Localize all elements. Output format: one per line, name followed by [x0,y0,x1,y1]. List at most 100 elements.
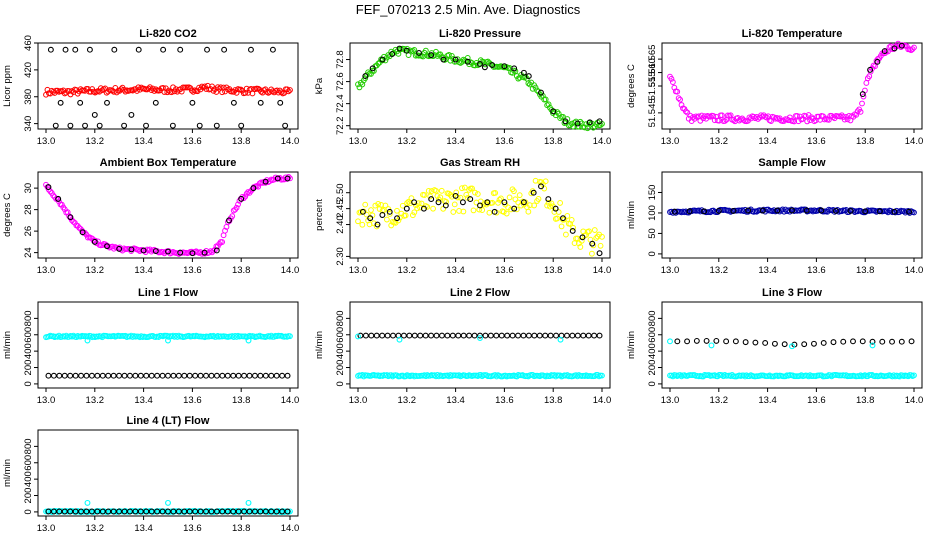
data-point [238,195,245,202]
data-point [269,46,276,53]
data-point [159,508,166,515]
data-point [56,372,63,379]
data-point [128,246,135,253]
plot-frame [37,171,299,259]
data-point [554,215,561,222]
data-point [357,209,364,215]
series-black [859,42,905,98]
data-point [545,101,552,108]
x-tick-label: 13.6 [183,523,202,534]
data-point [586,228,592,235]
data-point [678,102,685,108]
y-tick-label: 400 [23,343,34,359]
data-point [56,508,63,515]
x-tick-label: 13.0 [661,265,680,276]
data-point [463,191,470,198]
data-point [471,332,478,339]
data-point [379,212,386,218]
y-tick-label: 24 [23,247,34,258]
data-point [287,175,293,182]
series-cyan [43,332,293,341]
data-point [362,73,369,80]
data-point [257,99,264,106]
data-point [599,372,605,379]
data-point [83,508,90,515]
data-point [547,332,554,339]
data-point [708,342,715,349]
data-point [132,508,139,515]
x-tick-label: 13.2 [86,395,105,406]
data-point [578,237,585,244]
x-tick-label: 13.0 [37,523,56,534]
plot-frame [661,171,923,259]
data-point [802,113,809,120]
data-point [245,337,252,344]
y-axis-label: degrees C [2,193,13,237]
data-point [91,111,98,118]
data-point [52,122,59,129]
data-point [208,508,215,515]
data-point [713,337,720,344]
data-point [451,201,458,208]
data-point [501,63,508,70]
data-point [596,118,603,125]
data-point [446,51,452,58]
data-point [684,109,691,116]
data-point [273,508,280,515]
data-point [384,332,391,339]
series-black [45,175,291,257]
data-point [402,212,409,219]
x-tick-label: 13.8 [856,395,875,406]
data-point [525,332,532,339]
data-point [489,62,496,69]
data-point [569,332,576,339]
series-black [671,207,913,215]
data-point [362,201,369,208]
data-point [196,122,203,129]
data-point [274,175,281,182]
data-point [411,199,418,206]
data-point [78,508,84,515]
data-point [369,65,376,72]
data-point [682,108,689,115]
data-point [535,196,542,202]
x-tick-label: 13.2 [710,265,729,276]
series-cyan [667,372,917,380]
y-tick-label: 2.40 [335,215,346,234]
x-tick-label: 13.0 [661,136,680,147]
x-tick-label: 13.0 [37,265,56,276]
data-point [67,508,74,515]
data-point [118,86,124,92]
data-point [477,202,483,209]
data-point [409,47,416,54]
data-point [165,248,171,255]
data-point [374,221,381,228]
panel-title: Line 2 Flow [450,287,510,299]
data-point [762,340,769,346]
y-tick-label: 2.30 [335,247,346,266]
x-tick-label: 13.6 [183,265,202,276]
data-point [379,332,386,339]
series-red [43,82,293,98]
data-point [148,508,155,515]
data-point [599,233,605,240]
x-tick-label: 13.2 [398,136,417,147]
data-point [273,372,280,379]
data-point [238,86,244,93]
panel-0: Li-820 CO2 13.0 13.2 13.4 13.6 13.8 14.0 340 380… [2,28,299,147]
plot-frame [349,301,611,389]
data-point [687,112,694,119]
x-tick-label: 13.4 [134,136,153,147]
data-point [530,189,537,196]
data-point [581,124,588,131]
data-point [181,508,188,515]
data-point [434,193,441,199]
data-point [382,57,389,64]
data-point [83,372,90,379]
data-point [56,198,62,205]
data-point [459,199,466,206]
data-point [359,221,366,228]
data-point [911,44,917,51]
data-point [154,372,161,379]
data-point [452,56,459,63]
